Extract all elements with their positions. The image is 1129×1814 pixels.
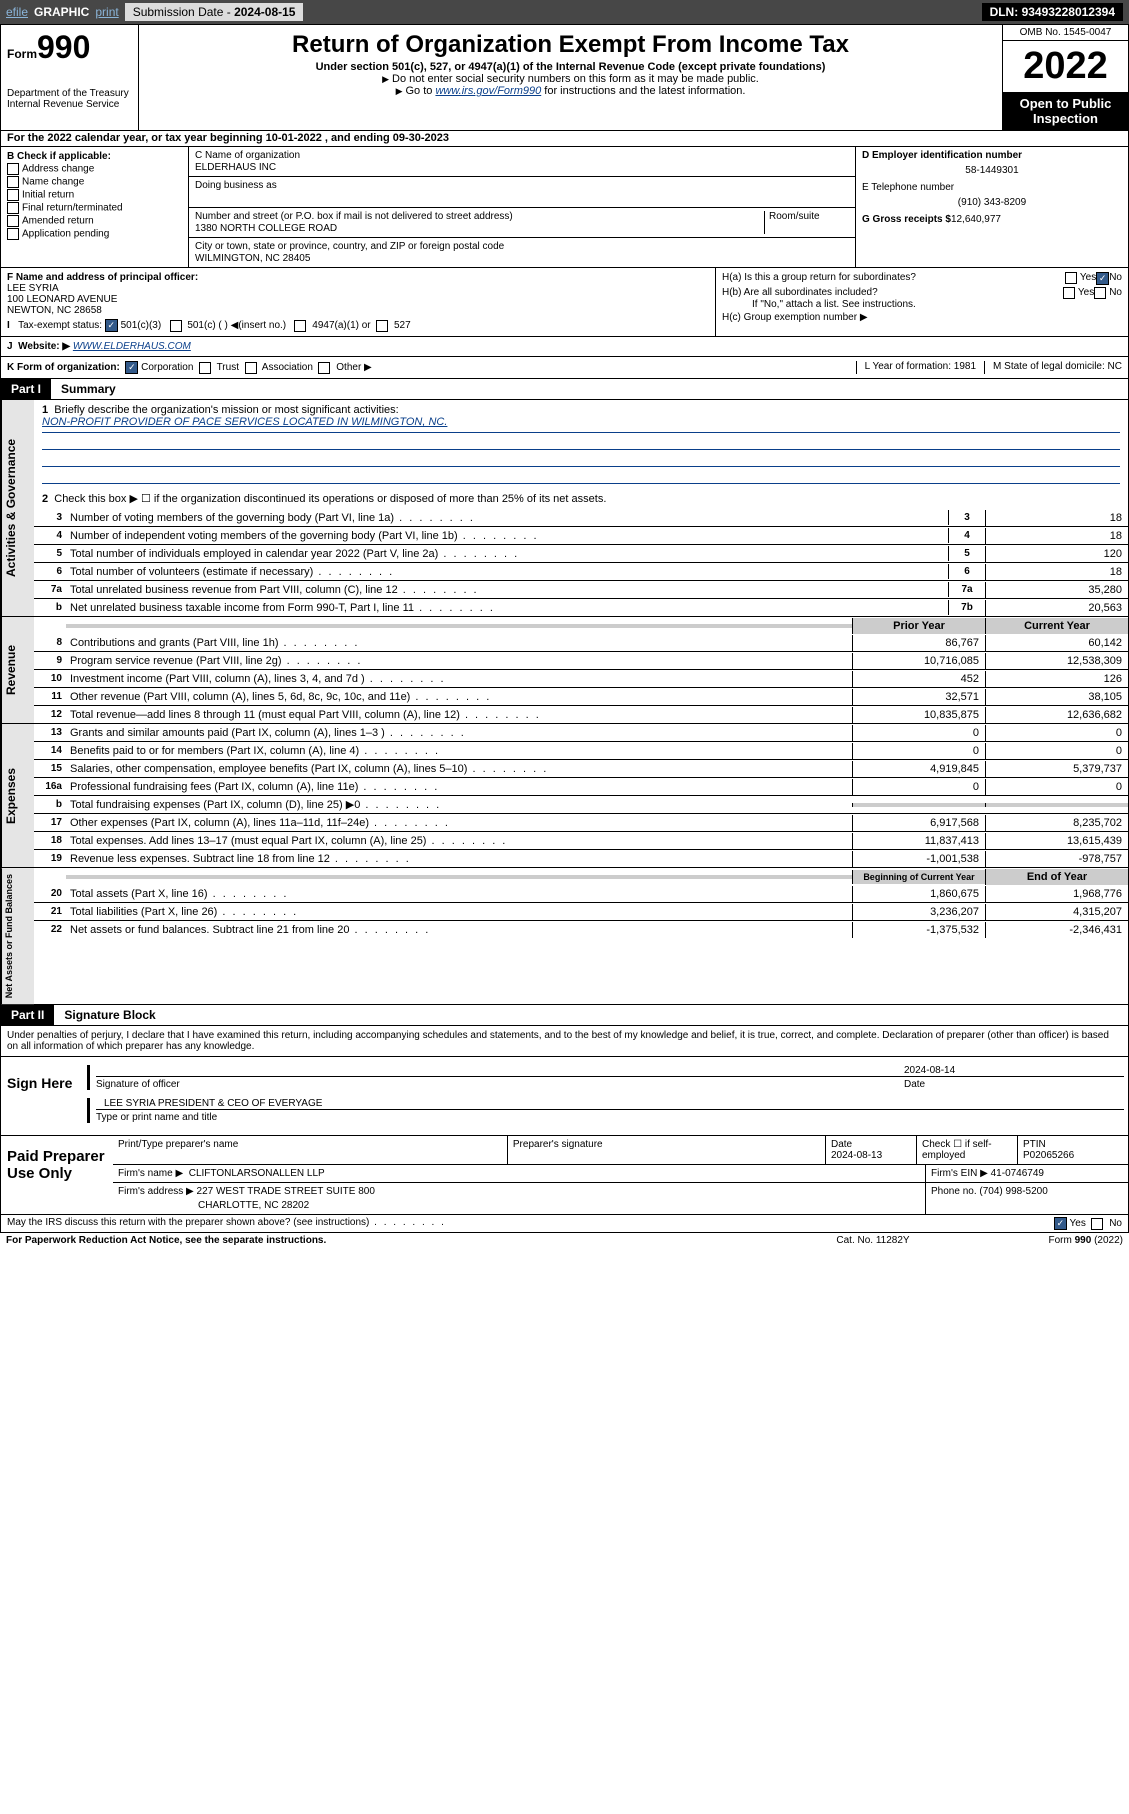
form-title: Return of Organization Exempt From Incom… xyxy=(147,31,994,59)
line-b: bNet unrelated business taxable income f… xyxy=(34,598,1128,616)
tax-year: 2022 xyxy=(1003,41,1128,92)
line-3: 3Number of voting members of the governi… xyxy=(34,509,1128,526)
section-revenue: Revenue Prior YearCurrent Year 8Contribu… xyxy=(0,617,1129,724)
netassets-label: Net Assets or Fund Balances xyxy=(1,868,34,1004)
telephone: (910) 343-8209 xyxy=(862,197,1122,208)
ein-value: 58-1449301 xyxy=(862,165,1122,176)
revenue-label: Revenue xyxy=(1,617,34,723)
line-b: bTotal fundraising expenses (Part IX, co… xyxy=(34,795,1128,813)
omb-number: OMB No. 1545-0047 xyxy=(1003,25,1128,41)
state-domicile: M State of legal domicile: NC xyxy=(984,361,1122,374)
line-16a: 16aProfessional fundraising fees (Part I… xyxy=(34,777,1128,795)
section-k: K Form of organization: ✓ Corporation Tr… xyxy=(0,357,1129,379)
gross-receipts: 12,640,977 xyxy=(951,214,1001,225)
form-subtitle: Under section 501(c), 527, or 4947(a)(1)… xyxy=(147,61,994,73)
line-20: 20Total assets (Part X, line 16)1,860,67… xyxy=(34,885,1128,902)
org-address: 1380 NORTH COLLEGE ROAD xyxy=(195,223,764,234)
sign-block: Sign Here 2024-08-14 Signature of office… xyxy=(0,1057,1129,1136)
header-center: Return of Organization Exempt From Incom… xyxy=(139,25,1003,130)
penalty-declaration: Under penalties of perjury, I declare th… xyxy=(0,1026,1129,1057)
section-j: J Website: ▶ WWW.ELDERHAUS.COM xyxy=(0,337,1129,357)
part2-header: Part IISignature Block xyxy=(0,1005,1129,1026)
dept-label: Department of the Treasury xyxy=(7,88,132,99)
line-14: 14Benefits paid to or for members (Part … xyxy=(34,741,1128,759)
org-city: WILMINGTON, NC 28405 xyxy=(195,253,849,264)
firm-ein: 41-0746749 xyxy=(991,1168,1044,1179)
section-netassets: Net Assets or Fund Balances Beginning of… xyxy=(0,868,1129,1005)
line-17: 17Other expenses (Part IX, column (A), l… xyxy=(34,813,1128,831)
efile-link[interactable]: efile xyxy=(6,5,28,19)
line-21: 21Total liabilities (Part X, line 26)3,2… xyxy=(34,902,1128,920)
year-formation: L Year of formation: 1981 xyxy=(856,361,976,374)
right-info: D Employer identification number58-14493… xyxy=(856,147,1128,267)
irs-link[interactable]: www.irs.gov/Form990 xyxy=(435,85,541,97)
line-19: 19Revenue less expenses. Subtract line 1… xyxy=(34,849,1128,867)
sign-date: 2024-08-14 xyxy=(904,1065,1124,1076)
mission-block: 1 Briefly describe the organization's mi… xyxy=(34,400,1128,488)
dln-badge: DLN: 93493228012394 xyxy=(982,3,1123,21)
line-18: 18Total expenses. Add lines 13–17 (must … xyxy=(34,831,1128,849)
form-header: Form990 Department of the Treasury Inter… xyxy=(0,24,1129,131)
line-11: 11Other revenue (Part VIII, column (A), … xyxy=(34,687,1128,705)
org-info: C Name of organizationELDERHAUS INC Doin… xyxy=(188,147,856,267)
officer-name: LEE SYRIA xyxy=(7,283,59,294)
line-6: 6Total number of volunteers (estimate if… xyxy=(34,562,1128,580)
graphic-label: GRAPHIC xyxy=(34,5,89,19)
mission-text: NON-PROFIT PROVIDER OF PACE SERVICES LOC… xyxy=(42,416,1120,433)
line-9: 9Program service revenue (Part VIII, lin… xyxy=(34,651,1128,669)
check-applicable: B Check if applicable: Address change Na… xyxy=(1,147,188,267)
irs-label: Internal Revenue Service xyxy=(7,99,132,110)
line-10: 10Investment income (Part VIII, column (… xyxy=(34,669,1128,687)
line-13: 13Grants and similar amounts paid (Part … xyxy=(34,724,1128,741)
note-privacy: Do not enter social security numbers on … xyxy=(147,73,994,85)
submission-date: Submission Date - 2024-08-15 xyxy=(125,3,304,21)
line-a: For the 2022 calendar year, or tax year … xyxy=(0,130,1129,147)
note-link: Go to www.irs.gov/Form990 for instructio… xyxy=(147,85,994,97)
org-name: ELDERHAUS INC xyxy=(195,162,849,173)
section-expenses: Expenses 13Grants and similar amounts pa… xyxy=(0,724,1129,868)
line-15: 15Salaries, other compensation, employee… xyxy=(34,759,1128,777)
section-f: F Name and address of principal officer:… xyxy=(0,268,1129,337)
top-toolbar: efile GRAPHIC print Submission Date - 20… xyxy=(0,0,1129,24)
line-8: 8Contributions and grants (Part VIII, li… xyxy=(34,634,1128,651)
discuss-row: May the IRS discuss this return with the… xyxy=(0,1215,1129,1233)
line-12: 12Total revenue—add lines 8 through 11 (… xyxy=(34,705,1128,723)
section-governance: Activities & Governance 1 Briefly descri… xyxy=(0,400,1129,617)
firm-name: CLIFTONLARSONALLEN LLP xyxy=(189,1168,325,1179)
expenses-label: Expenses xyxy=(1,724,34,867)
ptin: P02065266 xyxy=(1023,1150,1074,1161)
website-link[interactable]: WWW.ELDERHAUS.COM xyxy=(73,341,191,352)
firm-phone: (704) 998-5200 xyxy=(979,1186,1047,1197)
open-inspection: Open to Public Inspection xyxy=(1003,92,1128,130)
paid-preparer: Paid Preparer Use Only Print/Type prepar… xyxy=(0,1136,1129,1215)
section-b: B Check if applicable: Address change Na… xyxy=(0,147,1129,268)
signer-name: LEE SYRIA PRESIDENT & CEO OF EVERYAGE xyxy=(96,1098,1124,1109)
header-right: OMB No. 1545-0047 2022 Open to Public In… xyxy=(1003,25,1128,130)
part1-header: Part ISummary xyxy=(0,379,1129,400)
print-link[interactable]: print xyxy=(95,5,118,19)
governance-label: Activities & Governance xyxy=(1,400,34,616)
line-7a: 7aTotal unrelated business revenue from … xyxy=(34,580,1128,598)
line-4: 4Number of independent voting members of… xyxy=(34,526,1128,544)
header-left: Form990 Department of the Treasury Inter… xyxy=(1,25,139,130)
line-22: 22Net assets or fund balances. Subtract … xyxy=(34,920,1128,938)
line-5: 5Total number of individuals employed in… xyxy=(34,544,1128,562)
footer: For Paperwork Reduction Act Notice, see … xyxy=(0,1233,1129,1248)
